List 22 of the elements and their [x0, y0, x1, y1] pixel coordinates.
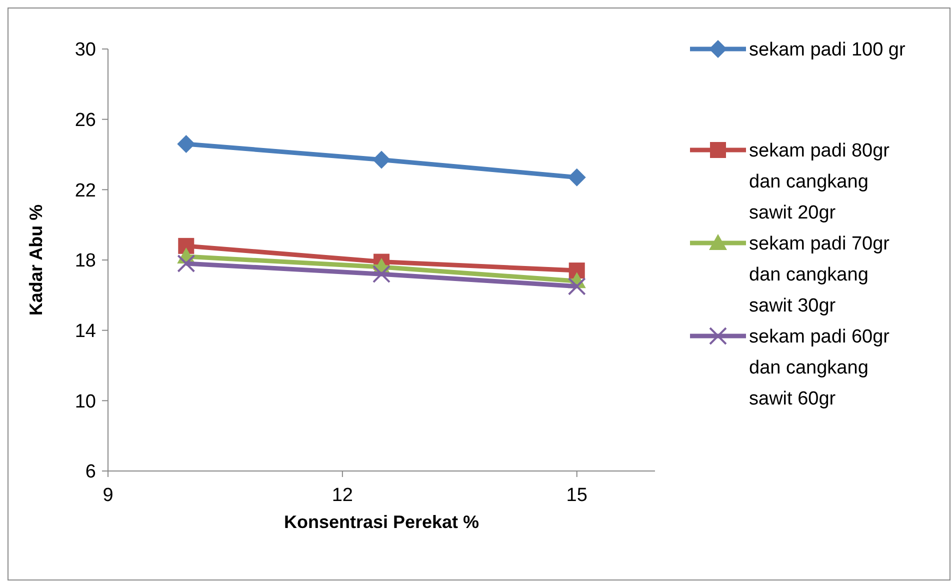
y-axis-title: Kadar Abu %: [26, 204, 46, 316]
legend-label: sekam padi 100 gr: [749, 40, 906, 61]
point: [568, 262, 585, 279]
x-tick-label: 12: [332, 485, 353, 506]
y-tick-label: 26: [74, 110, 96, 131]
y-tick-label: 18: [74, 250, 96, 272]
legend-label: sekam padi 60gr dan cangkang sawit 60gr: [749, 326, 890, 410]
point: [178, 238, 194, 254]
point: [372, 150, 390, 169]
y-tick-label: 22: [74, 180, 96, 202]
y-tick-label: 14: [74, 320, 96, 342]
y-tick-label: 6: [85, 462, 96, 483]
x-tick-label: 9: [102, 485, 114, 506]
point: [177, 134, 196, 153]
point: [177, 254, 196, 273]
point: [568, 277, 586, 296]
y-tick-label: 30: [74, 40, 96, 61]
point: [372, 265, 390, 284]
point: [568, 168, 586, 186]
y-tick-label: 10: [74, 391, 96, 412]
x-tick-label: 15: [566, 485, 588, 506]
x-axis-title: Konsentrasi Perekat %: [284, 512, 480, 532]
